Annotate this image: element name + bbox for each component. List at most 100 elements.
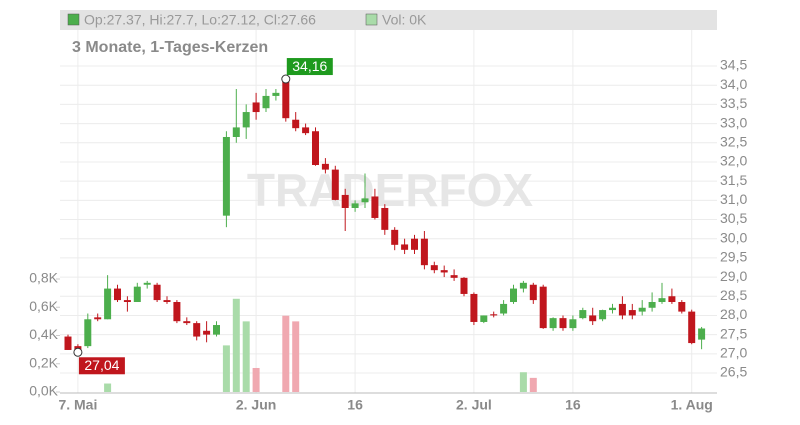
header-bar: [60, 10, 717, 30]
legend-swatch: [365, 13, 378, 26]
candle-body: [609, 307, 616, 311]
candle-body: [539, 286, 547, 329]
candle-body: [222, 136, 230, 216]
y2-tick-label: 0,8K: [29, 270, 58, 286]
candle-body: [213, 325, 220, 335]
candle-body: [282, 81, 290, 119]
candle-body: [203, 330, 211, 335]
candle-body: [351, 203, 359, 208]
y-tick-label: 30,0: [720, 229, 747, 245]
y-tick-label: 31,0: [720, 191, 747, 207]
candle-body: [64, 336, 72, 350]
candle-body: [559, 318, 567, 329]
y-tick-label: 27,0: [720, 345, 747, 361]
candle-body: [143, 282, 151, 285]
candle-body: [401, 244, 409, 250]
candle-body: [460, 277, 468, 294]
x-tick-label: 1. Aug: [671, 397, 713, 413]
y-tick-label: 32,5: [720, 133, 747, 149]
candle-body: [371, 196, 379, 218]
chart-title: 3 Monate, 1-Tages-Kerzen: [72, 39, 268, 56]
x-tick-label: 16: [347, 397, 363, 413]
y-tick-label: 32,0: [720, 153, 747, 169]
y2-tick-label: 0,0K: [29, 383, 58, 399]
volume-bar: [529, 377, 537, 392]
candle-body: [589, 315, 597, 322]
extreme-marker: [73, 347, 83, 357]
candle-body: [490, 314, 498, 316]
candle-body: [292, 119, 300, 129]
candle-body: [341, 194, 349, 208]
candle-body: [411, 238, 418, 250]
candle-body: [123, 300, 131, 303]
annotation: 34,16: [292, 58, 327, 74]
candle-body: [648, 302, 656, 308]
candle-body: [84, 319, 92, 347]
candle-body: [114, 288, 121, 301]
candle-body: [331, 169, 339, 200]
candle-body: [529, 284, 537, 301]
volume-bar: [104, 383, 112, 392]
annotation: 27,04: [84, 357, 119, 373]
y-tick-label: 31,5: [720, 172, 747, 188]
y-tick-label: 26,5: [720, 364, 747, 380]
candle-body: [618, 303, 626, 316]
ohlc-header: Op:27.37, Hi:27.7, Lo:27.12, Cl:27.66: [84, 12, 316, 28]
candle-body: [252, 102, 260, 113]
candle-body: [262, 95, 270, 109]
candle-body: [480, 315, 488, 322]
volume-bar: [242, 321, 250, 392]
candle-body: [193, 323, 201, 337]
y-tick-label: 27,5: [720, 325, 747, 341]
candle-body: [361, 198, 369, 203]
volume-bar: [252, 367, 260, 392]
candle-body: [381, 207, 389, 230]
candle-body: [569, 319, 577, 329]
annotation-box: [286, 58, 333, 76]
candle-body: [133, 286, 141, 303]
y-tick-label: 33,5: [720, 95, 747, 111]
candle-body: [420, 238, 428, 266]
x-tick-label: 7. Mai: [58, 397, 97, 413]
volume-bar: [232, 298, 240, 392]
candle-body: [321, 163, 329, 170]
candle-body: [638, 307, 646, 312]
y2-tick-label: 0,6K: [29, 298, 58, 314]
extreme-marker: [281, 74, 291, 84]
candle-body: [668, 296, 676, 303]
x-tick-label: 16: [565, 397, 581, 413]
y-tick-label: 29,0: [720, 268, 747, 284]
candle-body: [500, 303, 508, 314]
candle-body: [579, 310, 587, 319]
candle-body: [173, 302, 181, 322]
candle-body: [183, 321, 191, 324]
candle-body: [391, 229, 399, 245]
candle-body: [698, 328, 706, 340]
legend-swatch: [67, 13, 80, 26]
y-tick-label: 34,5: [720, 57, 747, 73]
volume-header: Vol: 0K: [382, 12, 427, 28]
volume-bar: [222, 345, 230, 392]
candle-body: [153, 284, 161, 301]
watermark: TRADERFOX: [247, 164, 534, 216]
plot-area: [60, 10, 717, 393]
candle-body: [628, 310, 636, 316]
y-tick-label: 34,0: [720, 76, 747, 92]
candle-body: [272, 92, 280, 96]
candle-body: [658, 298, 666, 303]
candle-body: [232, 127, 240, 137]
candle-body: [549, 318, 557, 329]
candle-body: [599, 310, 607, 320]
y-tick-label: 29,5: [720, 249, 747, 265]
candle-body: [430, 265, 438, 271]
y-tick-label: 28,0: [720, 306, 747, 322]
y-tick-label: 33,0: [720, 114, 747, 130]
volume-bar: [282, 315, 290, 392]
candle-body: [450, 275, 458, 278]
annotation-box: [78, 357, 125, 375]
volume-bar: [519, 372, 527, 392]
x-tick-label: 2. Jun: [236, 397, 276, 413]
y-tick-label: 30,5: [720, 210, 747, 226]
